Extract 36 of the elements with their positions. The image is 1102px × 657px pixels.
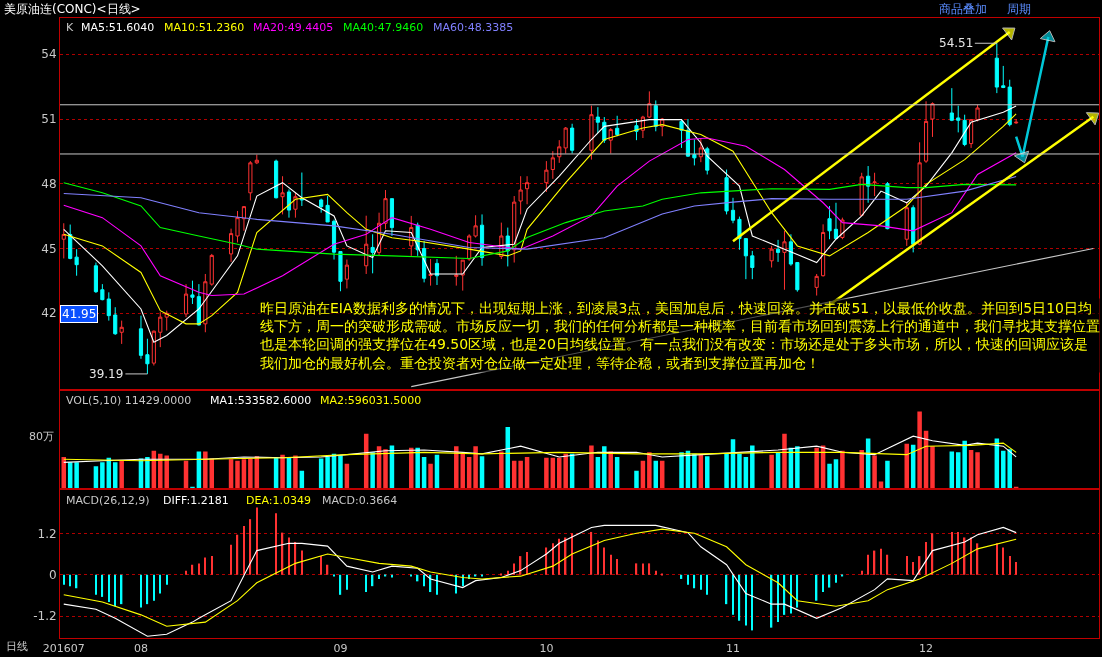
text: MA1:533582.6000 [210,394,312,407]
text: MA60:48.3385 [433,21,514,34]
x-tick-label: 08 [133,642,148,656]
y-tick-label: 45 [41,241,57,256]
legend-title: K [66,21,74,34]
legend-title: MACD(26,12,9) [66,494,150,507]
annotation: 昨日原油在EIA数据利多的情况下，出现短期上涨，到凌晨3点，美国加息后，快速回落。并击破51，以最低价收盘。并回到5日10日均线下方，周一的突破形成需破。市场反应一切，我们的任何分析都是一种概率，目前看市场回到震荡上行的通道中，我们寻找其支撑位置也是本轮回调的强支撑位在49.50区域，也是20日均线位置。有一点我们没有改变：市场还是处于多头市场，所以，快速的回调应该是我们加仓的最好机会。重仓投资者对仓位做一定处理，等待企稳，或者到支撑位置再加仓！ [260,300,1100,371]
text: 商品叠加 [939,2,987,16]
y-tick-label: 0 [48,567,57,582]
text: 周期 [1007,2,1031,16]
y-tick-label: 1.2 [37,526,57,541]
x-tick-label: 09 [333,642,348,656]
text: DIFF:1.2181 [163,494,229,507]
annotation: MACD:0.3664 [322,494,398,507]
text: MA10:51.2360 [164,21,245,34]
text: DEA:1.0349 [246,494,311,507]
text: MA2:596031.5000 [320,394,422,407]
x-tick-label: 10 [539,642,554,656]
text: 80万 [29,430,54,443]
annotation: 39.19 [89,367,124,381]
chart-title: 美原油连(CONC)<日线> [4,2,141,16]
y-tick-label: 51 [41,112,57,127]
text: 日线 [6,640,28,653]
annotation: 54.51 [939,36,974,50]
y-tick-label: 54 [41,47,57,62]
y-tick-label: -1.2 [33,609,57,624]
x-tick-label: 12 [919,642,934,656]
text: MA5:51.6040 [81,21,155,34]
annotation: 41.95 [62,307,97,321]
y-tick-label: 42 [41,306,57,321]
y-tick-label: 48 [41,176,57,191]
text: MA20:49.4405 [253,21,334,34]
x-tick-label: 11 [726,642,740,656]
x-tick-label: 201607 [42,642,85,656]
text: MA40:47.9460 [343,21,424,34]
legend-title: VOL(5,10) 11429.0000 [66,394,192,407]
